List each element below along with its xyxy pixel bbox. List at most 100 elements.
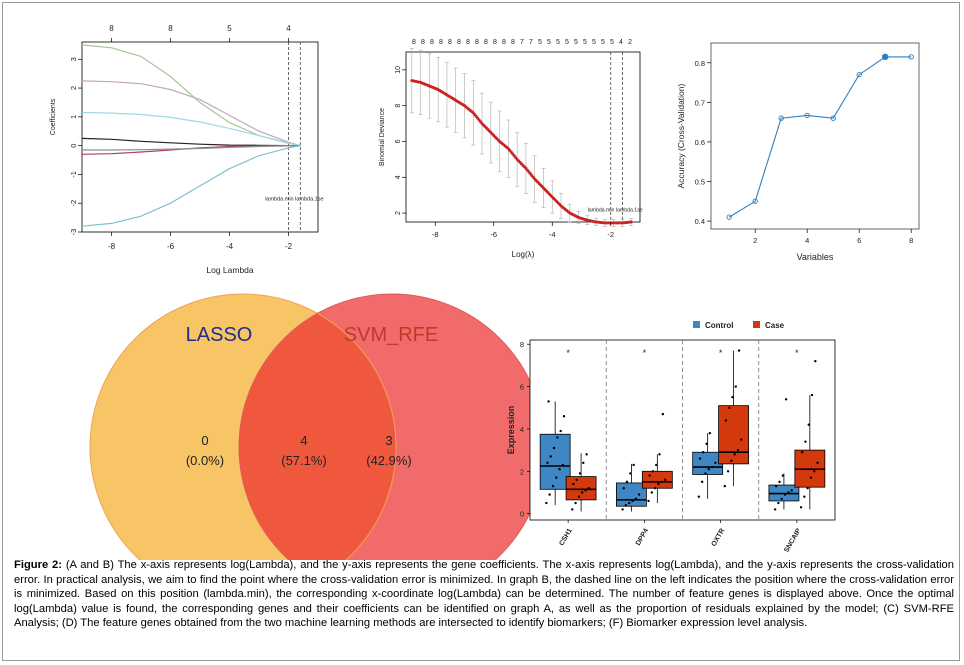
y-tick-label: 3 [69,57,78,61]
coefficient-path [81,44,301,147]
box-body [692,451,724,475]
coefficient-path [81,145,301,227]
venn-region-percent: (57.1%) [281,453,327,468]
box-point [545,501,548,505]
x-axis-label: Log(λ) [512,250,535,259]
box-body [616,482,647,507]
deviance-point [629,220,633,224]
box-point [800,451,804,454]
box-point [584,489,587,492]
top-count-label: 8 [430,39,434,46]
top-count-label: 8 [475,39,479,46]
box-point [651,470,655,473]
box-point [622,487,625,490]
top-count-label: 8 [511,39,515,46]
venn-region-percent: (42.9%) [366,453,412,468]
top-count-label: 5 [556,39,560,46]
box-point [582,461,585,465]
venn-region-count: 0 [201,433,208,448]
top-count-label: 2 [628,39,632,46]
top-count-label: 5 [547,39,551,46]
box-point [628,501,631,505]
y-tick-label: 2 [520,467,524,476]
y-tick-label: 0.7 [695,98,705,107]
accuracy-point [856,72,862,78]
box-point [631,499,634,503]
box-point [809,476,813,479]
box-point [558,467,561,471]
box-point [562,415,566,418]
box-point [551,484,555,488]
x-tick-label: -8 [108,242,116,251]
top-count-label: 5 [565,39,569,46]
box-point [650,491,654,494]
x-axis-label: Variables [797,252,834,262]
box-point [707,467,710,471]
box-point [634,497,638,501]
venn-region-count: 3 [385,433,392,448]
x-tick-label: -6 [167,242,175,251]
box-point [572,482,575,486]
box-point [790,489,793,492]
box-point [781,474,785,477]
box-point [804,440,807,443]
box-point [813,470,816,473]
box-point [556,436,559,439]
y-axis-label: Binomial Deviance [379,108,386,166]
box-point [778,480,781,484]
box-point [577,495,581,498]
legend-swatch [753,321,760,328]
x-tick-label: CSH1 [558,527,573,547]
accuracy-point [778,115,784,121]
box-point [780,497,783,501]
box-point [775,484,778,488]
panel-b-frame [405,51,641,223]
significance-star: * [795,348,799,358]
accuracy-point [726,214,732,220]
y-tick-label: 6 [395,139,402,143]
y-tick-label: 2 [69,86,78,90]
top-count-label: 5 [538,39,542,46]
box-point [702,451,705,454]
y-tick-label: -2 [69,200,78,207]
y-tick-label: 0.4 [695,217,705,226]
panel-f: * CSH1 * DPP4 * OXTR * SNCAIP 0 2 4 6 8 Expression Con… [506,321,836,554]
x-tick-label: -2 [285,242,293,251]
accuracy-point [752,198,758,204]
box-point [704,472,707,475]
box-point [653,487,657,490]
box-point [733,453,736,456]
box-point [784,398,788,401]
accuracy-point [881,53,889,61]
venn-label-lasso: LASSO [186,324,253,346]
top-count-label: 5 [610,39,614,46]
top-count-label: 8 [493,39,497,46]
x-tick-label: OXTR [711,528,727,548]
panel-d: LASSO SVM_RFE 0 (0.0%) 4 (57.1%) 3 (42.9%) [89,293,546,560]
y-tick-label: 0.6 [695,138,705,147]
box-point [621,508,624,511]
box-point [559,429,562,433]
x-tick-label: 8 [909,236,913,245]
top-count-label: 5 [601,39,605,46]
x-tick-label: 2 [753,236,757,245]
top-tick-label: 5 [227,24,232,33]
venn-label-svm-rfe: SVM_RFE [344,324,438,346]
panel-c-frame [710,42,920,230]
top-count-label: 8 [421,39,425,46]
coefficient-path [82,145,301,151]
box-point [736,448,740,452]
box-point [730,459,733,462]
panel-a: -8 -6 -4 -2 -3 -2 -1 0 1 2 3 8 8 5 4 lambda.min lambda.… [50,24,324,275]
significance-star: * [643,348,647,358]
box-body [539,433,571,490]
box-point [647,499,650,503]
box-point [773,508,777,511]
top-count-label: 8 [502,39,506,46]
y-tick-label: 10 [395,66,402,74]
box-point [697,495,701,498]
x-tick-label: SNCAIP [783,527,802,554]
y-axis-label: Expression [506,406,516,455]
